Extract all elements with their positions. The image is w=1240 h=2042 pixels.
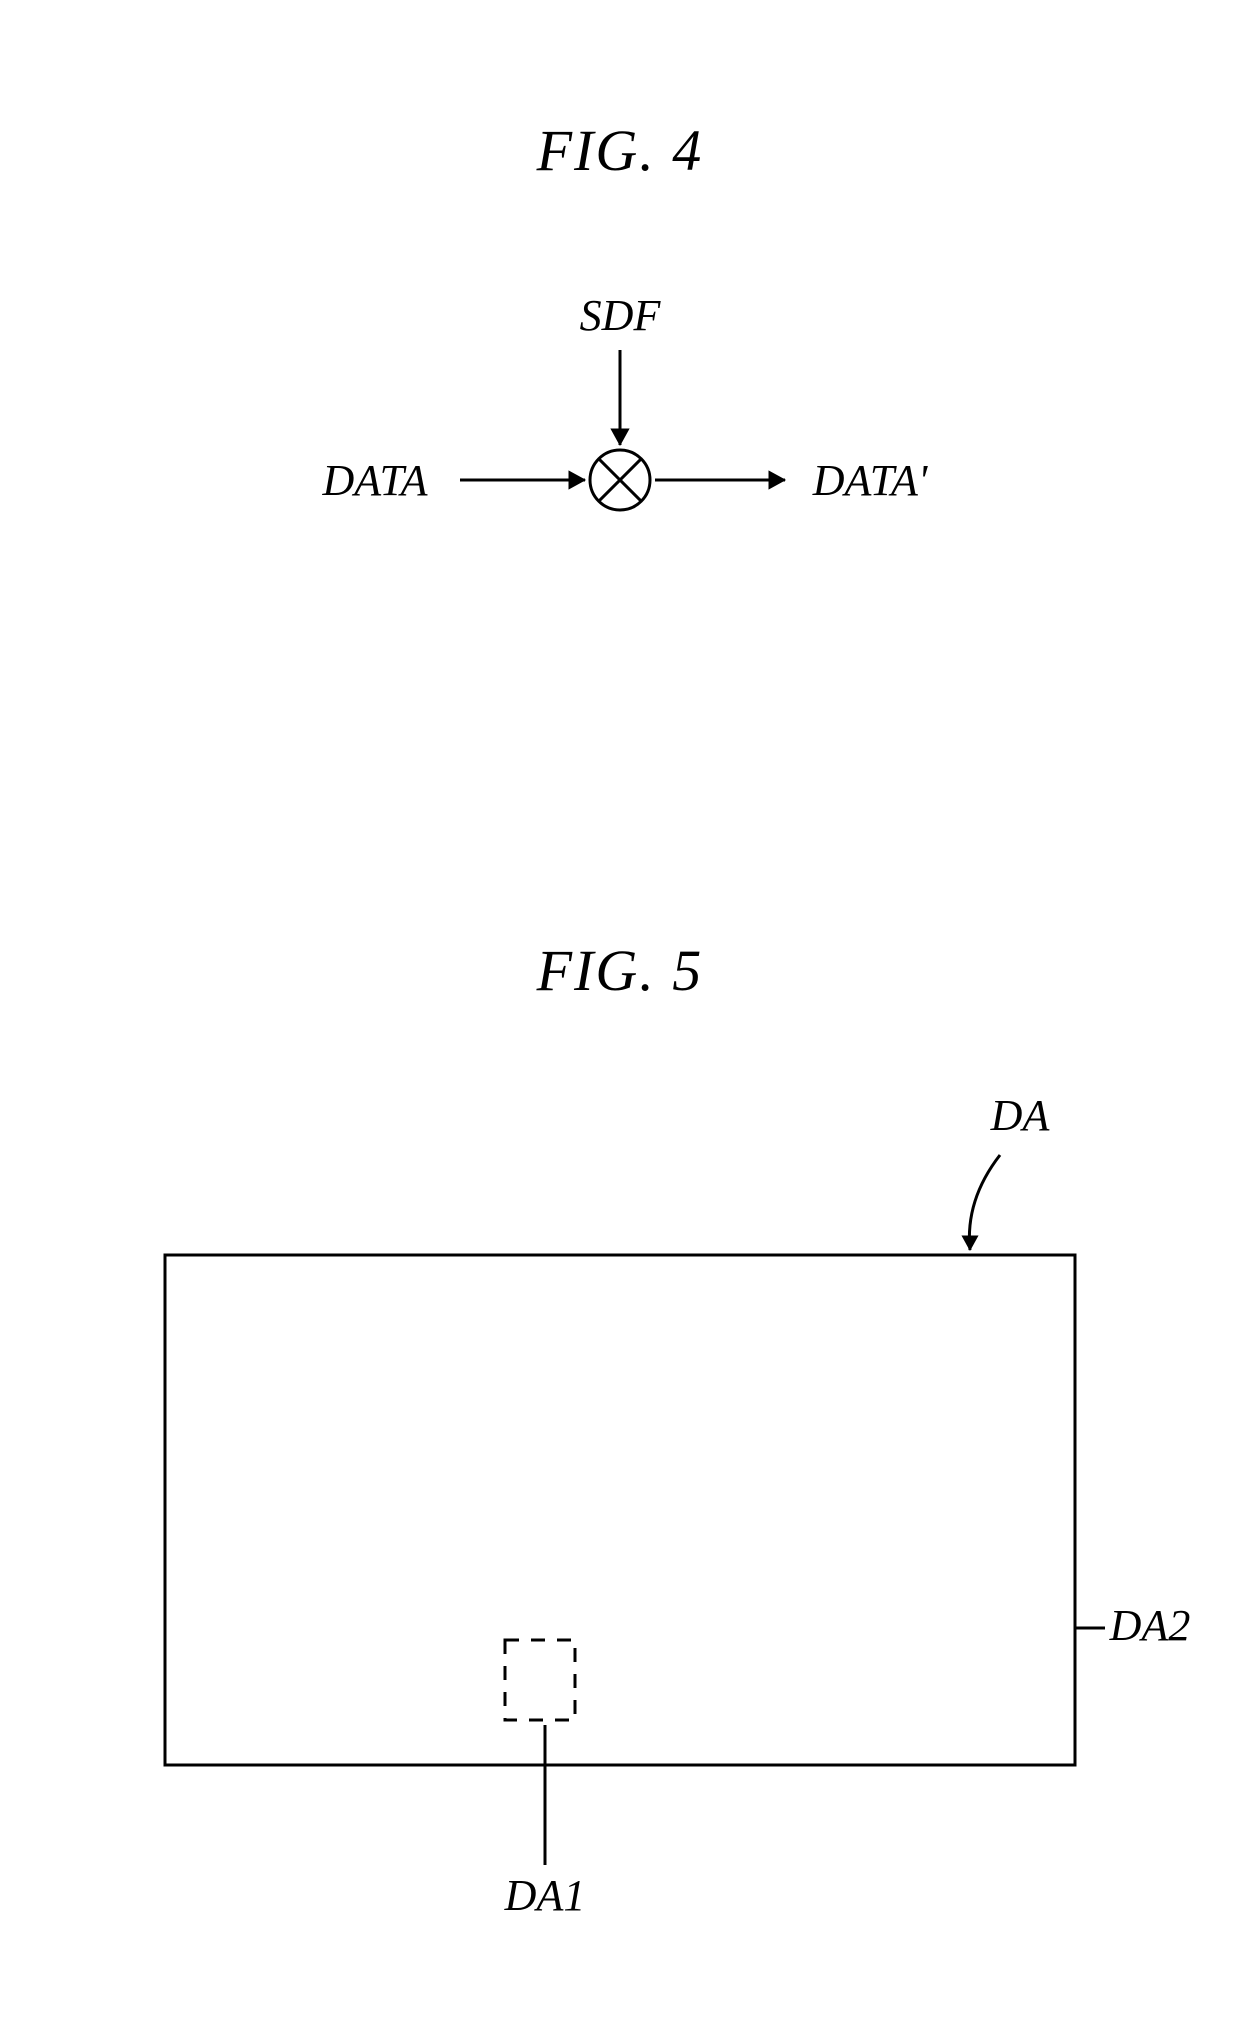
fig5-da-label	[990, 1098, 1060, 1143]
fig5-inner-rect	[505, 1640, 575, 1720]
fig5-title	[520, 950, 720, 1010]
fig5-da1-label	[505, 1875, 585, 1920]
fig4-input-label	[320, 458, 430, 503]
fig5-outer-rect	[165, 1255, 1075, 1765]
fig4-title	[520, 130, 720, 190]
fig4-output-label	[805, 458, 935, 503]
fig5-da2-label	[1110, 1605, 1190, 1650]
fig4-multiplier-node	[588, 448, 652, 512]
fig4-top-label	[580, 295, 660, 340]
